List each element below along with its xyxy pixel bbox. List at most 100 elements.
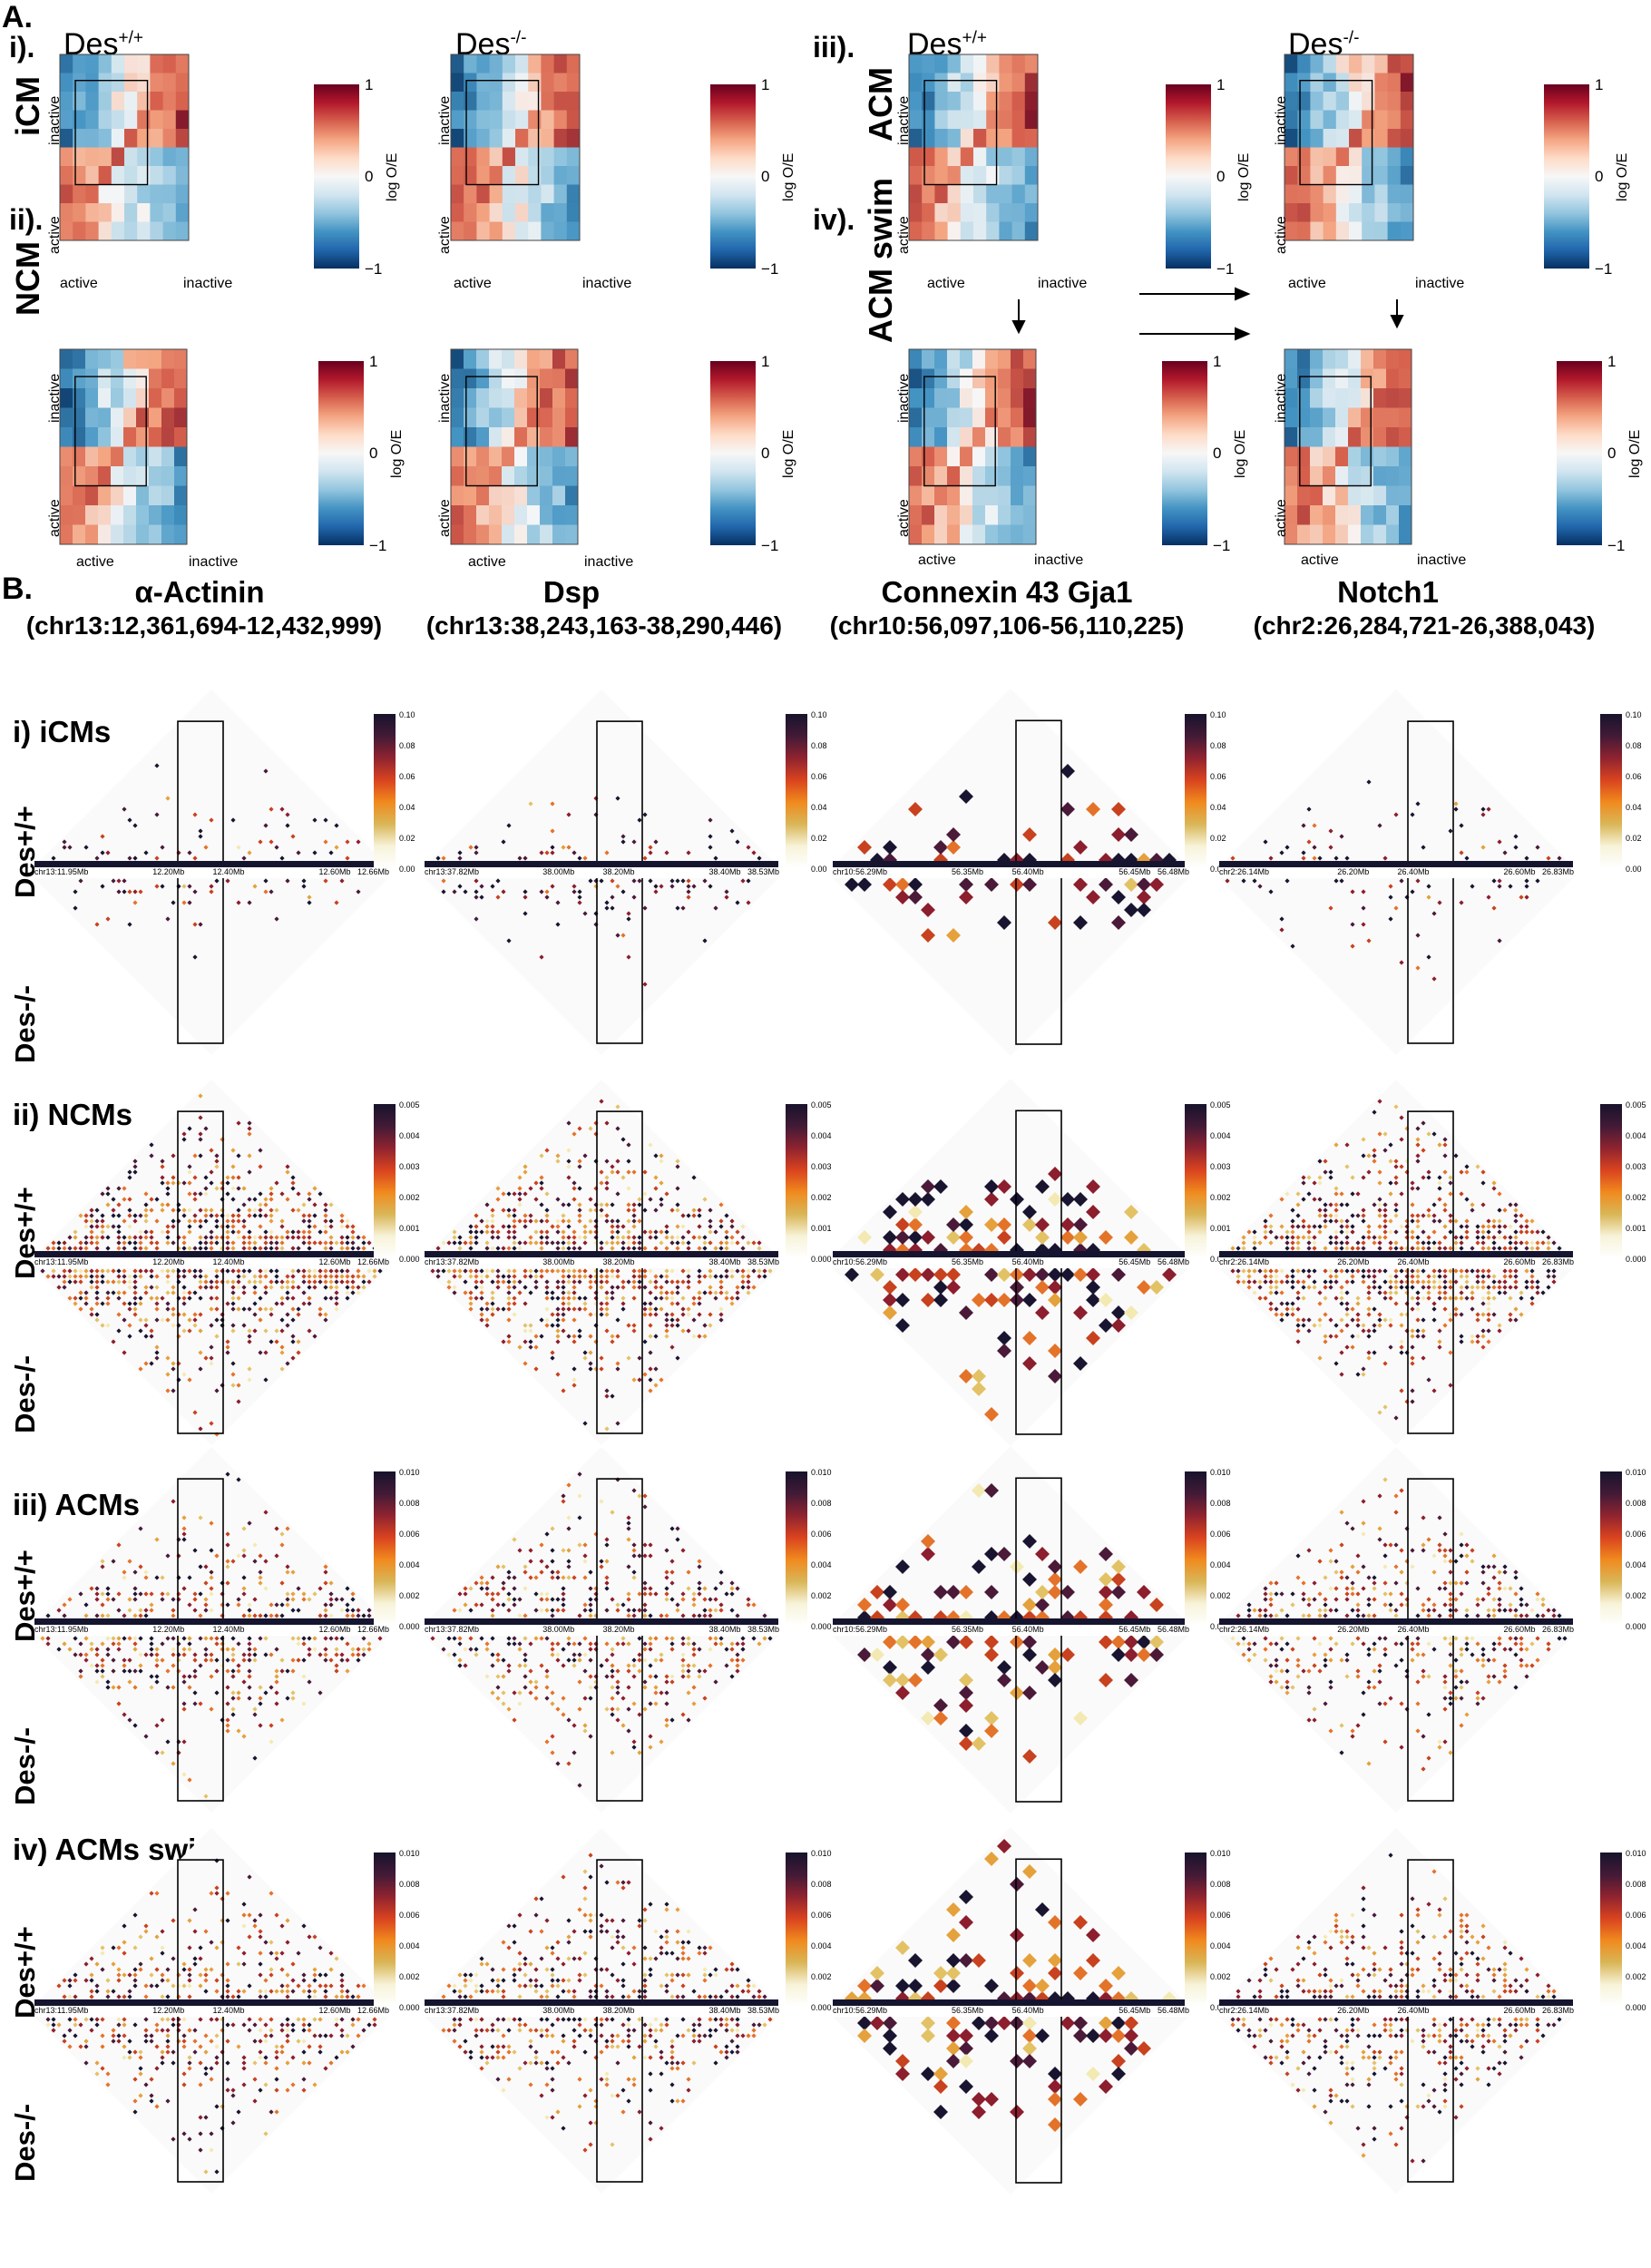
hic-pixel [127, 855, 132, 861]
heat-cell [1285, 203, 1298, 222]
heat-cell [553, 73, 568, 93]
hic-pixel [479, 894, 484, 900]
heat-cell [909, 203, 923, 222]
heat-cell [540, 349, 553, 369]
heat-cell [124, 129, 138, 148]
heat-cell [451, 407, 464, 428]
heat-cell [934, 446, 948, 467]
hic-pixel [680, 878, 686, 884]
hic-pixel [708, 834, 713, 839]
cb2-min: −1 [761, 260, 779, 278]
hic-bg-top [833, 689, 1188, 866]
heat-cell [98, 110, 112, 130]
heat-cell [502, 505, 515, 525]
hic-pixel [230, 817, 236, 823]
heat-cell [175, 203, 190, 222]
heat-cell [541, 203, 555, 222]
x-active-1: active [60, 276, 98, 291]
heat-cell [136, 349, 150, 369]
heat-cell [1285, 349, 1298, 369]
heat-cell [149, 485, 162, 506]
hic-pixel [653, 884, 659, 889]
hic-pixel [561, 845, 566, 850]
heat-cell [1011, 349, 1024, 369]
heat-cell [1323, 388, 1336, 408]
heat-cell [1373, 368, 1387, 389]
heat-cell [986, 221, 1000, 241]
hic-pixel [334, 823, 339, 828]
heat-cell [565, 524, 579, 545]
heat-cell [1011, 166, 1026, 185]
panel-a-letter: A. [2, 0, 33, 34]
hic-plot-r1-c2 [425, 689, 778, 1055]
heat-cell [999, 92, 1013, 111]
heat-cell [986, 54, 1000, 73]
hic-pixel [626, 916, 631, 922]
hic-pixel [653, 889, 659, 894]
hic-pixel [225, 878, 230, 884]
heat-cell [553, 92, 568, 111]
heat-cell [60, 184, 73, 204]
heat-cell [1374, 203, 1389, 222]
heat-cell [124, 221, 138, 241]
panel-a-arrows [1011, 287, 1404, 341]
heat-cell [541, 221, 555, 241]
heat-cell [150, 73, 164, 93]
hic-pixel [307, 900, 312, 905]
hic-pixel [457, 855, 463, 861]
heat-cell [1335, 129, 1350, 148]
heat-cell [1285, 485, 1298, 506]
heat-cell [553, 166, 568, 185]
heat-cell [909, 110, 923, 130]
heat-cell [552, 427, 566, 447]
hic-pixel [620, 839, 626, 845]
heatmap-box [74, 376, 147, 487]
heat-cell [909, 368, 923, 389]
heat-cell [174, 349, 188, 369]
heatmap-frame [450, 348, 579, 545]
heat-cell [1285, 407, 1298, 428]
heat-cell [175, 110, 190, 130]
heat-cell [1399, 388, 1412, 408]
hic-pixel [642, 812, 648, 817]
hic-pixel [209, 817, 214, 823]
heat-cell [85, 349, 99, 369]
hic-pixel [713, 905, 718, 911]
hic-pixel [577, 900, 582, 905]
hic-pixel [490, 884, 495, 889]
hic-pixel [577, 855, 582, 861]
heat-cell [960, 110, 974, 130]
heat-cell [123, 368, 137, 389]
heat-cell [1335, 184, 1350, 204]
heat-cell [515, 147, 529, 167]
heat-cell [998, 407, 1011, 428]
hic-pixel [339, 878, 345, 884]
heat-cell [502, 368, 515, 389]
heat-cell [934, 129, 949, 148]
x-inactive-4: inactive [1415, 276, 1465, 291]
hic-pixel [746, 878, 751, 884]
hic-pixel [474, 889, 479, 894]
heat-cell [909, 446, 923, 467]
heat-cell [502, 203, 516, 222]
heat-cell [162, 54, 177, 73]
hic-pixel [73, 905, 78, 911]
heat-cell [909, 166, 923, 185]
heat-cell [947, 184, 962, 204]
heat-cell [998, 349, 1011, 369]
heat-cell [136, 505, 150, 525]
hic-pixel [269, 807, 274, 812]
heat-cell [1348, 427, 1362, 447]
heat-cell [137, 184, 151, 204]
heat-cell [1011, 505, 1024, 525]
cb3-min: −1 [1216, 260, 1235, 278]
hic-pixel [312, 850, 318, 855]
hic-pixel [539, 889, 544, 894]
heatmap-4 [1284, 54, 1414, 241]
cb6-min: −1 [761, 537, 779, 554]
heat-cell [934, 368, 948, 389]
heat-cell [1400, 92, 1414, 111]
gene-coord-actinin: (chr13:12,361,694-12,432,999) [25, 611, 383, 640]
heat-cell [111, 446, 124, 467]
x-inactive-5: inactive [189, 554, 239, 570]
